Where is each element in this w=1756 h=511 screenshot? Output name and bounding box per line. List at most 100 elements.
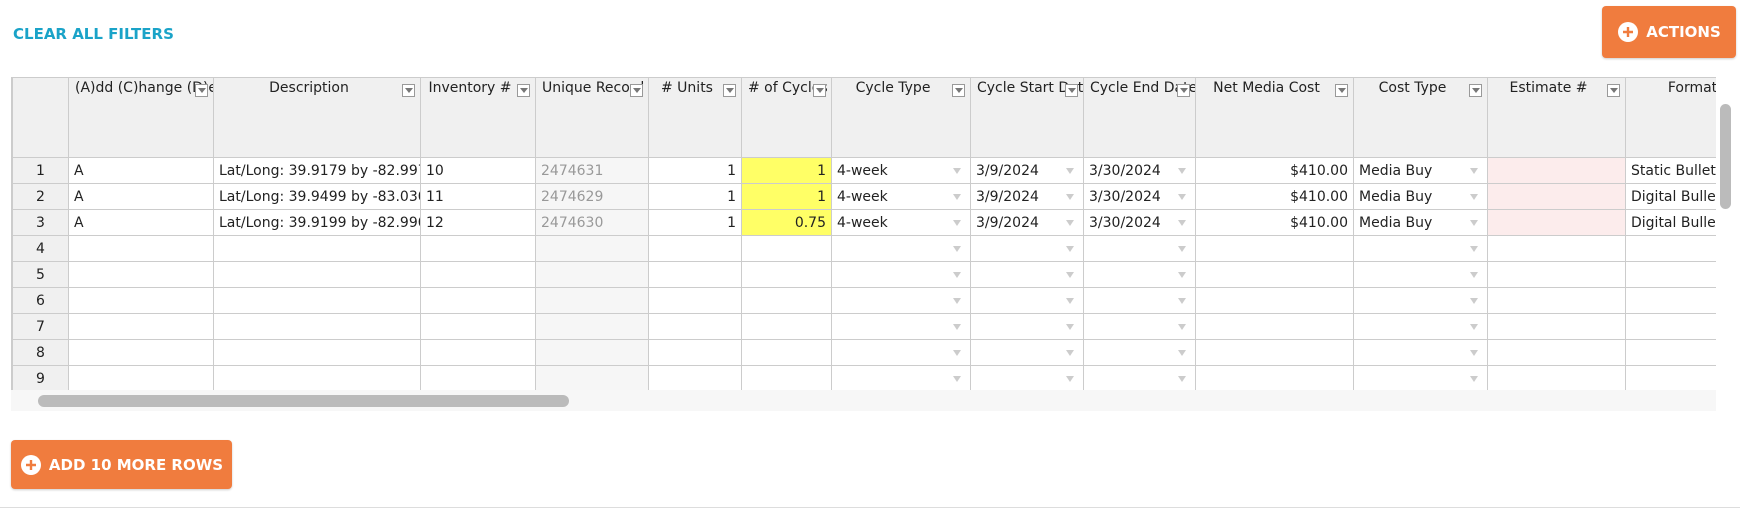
table-cell[interactable]: 1 xyxy=(648,183,742,210)
table-cell[interactable] xyxy=(741,339,832,366)
table-cell[interactable] xyxy=(741,313,832,340)
table-cell[interactable] xyxy=(1083,235,1196,262)
table-cell[interactable] xyxy=(1083,339,1196,366)
table-cell[interactable] xyxy=(420,261,536,288)
table-cell[interactable] xyxy=(68,235,214,262)
table-cell[interactable]: 4-week xyxy=(831,209,971,236)
table-cell[interactable] xyxy=(741,235,832,262)
table-cell[interactable] xyxy=(648,313,742,340)
table-cell[interactable] xyxy=(648,261,742,288)
table-cell[interactable] xyxy=(831,235,971,262)
table-cell[interactable]: 11 xyxy=(420,183,536,210)
filter-icon[interactable] xyxy=(813,84,826,97)
actions-button[interactable]: ACTIONS xyxy=(1602,6,1736,58)
table-cell[interactable] xyxy=(1625,287,1717,314)
table-cell[interactable]: 4-week xyxy=(831,183,971,210)
table-cell[interactable]: 12 xyxy=(420,209,536,236)
table-cell[interactable]: Lat/Long: 39.9499 by -83.0305 xyxy=(213,183,421,210)
filter-icon[interactable] xyxy=(402,84,415,97)
table-cell[interactable] xyxy=(213,235,421,262)
table-cell[interactable] xyxy=(1625,313,1717,340)
filter-icon[interactable] xyxy=(723,84,736,97)
table-cell[interactable]: Lat/Long: 39.9199 by -82.9906 xyxy=(213,209,421,236)
table-cell[interactable]: Media Buy xyxy=(1353,183,1488,210)
table-cell[interactable]: $410.00 xyxy=(1195,183,1354,210)
table-cell[interactable] xyxy=(535,235,649,262)
table-cell[interactable] xyxy=(1353,313,1488,340)
table-cell[interactable] xyxy=(1487,339,1626,366)
table-cell[interactable] xyxy=(1195,365,1354,390)
table-cell[interactable] xyxy=(1353,261,1488,288)
table-cell[interactable] xyxy=(1487,287,1626,314)
table-cell[interactable] xyxy=(831,365,971,390)
table-cell[interactable] xyxy=(648,339,742,366)
filter-icon[interactable] xyxy=(195,84,208,97)
table-cell[interactable] xyxy=(213,339,421,366)
table-cell[interactable]: Lat/Long: 39.9179 by -82.9971 xyxy=(213,157,421,184)
table-cell[interactable]: 2474629 xyxy=(535,183,649,210)
table-cell[interactable] xyxy=(1083,287,1196,314)
table-cell[interactable] xyxy=(1083,261,1196,288)
table-cell[interactable]: 4-week xyxy=(831,157,971,184)
table-cell[interactable]: 3/30/2024 xyxy=(1083,183,1196,210)
table-cell[interactable]: Digital Bulletin xyxy=(1625,209,1717,236)
table-cell[interactable] xyxy=(1487,261,1626,288)
table-cell[interactable] xyxy=(535,313,649,340)
table-cell[interactable] xyxy=(420,287,536,314)
table-cell[interactable] xyxy=(831,339,971,366)
table-cell[interactable] xyxy=(831,261,971,288)
table-cell[interactable] xyxy=(741,261,832,288)
table-cell[interactable]: Digital Bulletin xyxy=(1625,183,1717,210)
table-cell[interactable]: 3/9/2024 xyxy=(970,183,1084,210)
table-cell[interactable]: 0.75 xyxy=(741,209,832,236)
table-cell[interactable] xyxy=(1353,365,1488,390)
table-cell[interactable] xyxy=(68,339,214,366)
table-cell[interactable] xyxy=(420,339,536,366)
filter-icon[interactable] xyxy=(517,84,530,97)
vertical-scrollbar[interactable] xyxy=(1716,77,1736,390)
table-cell[interactable] xyxy=(1487,235,1626,262)
table-cell[interactable] xyxy=(1195,235,1354,262)
table-cell[interactable] xyxy=(970,339,1084,366)
table-cell[interactable] xyxy=(420,313,536,340)
filter-icon[interactable] xyxy=(1065,84,1078,97)
table-cell[interactable]: 2474630 xyxy=(535,209,649,236)
table-cell[interactable] xyxy=(420,235,536,262)
table-cell[interactable] xyxy=(1195,287,1354,314)
table-cell[interactable] xyxy=(1195,261,1354,288)
table-cell[interactable] xyxy=(535,261,649,288)
table-cell[interactable] xyxy=(1625,235,1717,262)
filter-icon[interactable] xyxy=(952,84,965,97)
table-cell[interactable] xyxy=(970,287,1084,314)
table-cell[interactable] xyxy=(213,365,421,390)
horizontal-scrollbar[interactable] xyxy=(11,390,1716,411)
clear-filters[interactable]: CLEAR ALL FILTERS xyxy=(13,25,174,43)
add-rows-button[interactable]: ADD 10 MORE ROWS xyxy=(11,440,232,489)
table-cell[interactable] xyxy=(1195,313,1354,340)
table-cell[interactable]: 2474631 xyxy=(535,157,649,184)
table-cell[interactable]: 3/9/2024 xyxy=(970,157,1084,184)
table-cell[interactable] xyxy=(970,313,1084,340)
table-cell[interactable] xyxy=(1353,287,1488,314)
table-cell[interactable]: 10 xyxy=(420,157,536,184)
table-cell[interactable] xyxy=(1353,235,1488,262)
table-cell[interactable] xyxy=(535,365,649,390)
table-cell[interactable]: 1 xyxy=(741,157,832,184)
table-cell[interactable] xyxy=(1625,261,1717,288)
table-cell[interactable] xyxy=(970,261,1084,288)
table-cell[interactable] xyxy=(213,313,421,340)
table-cell[interactable]: A xyxy=(68,157,214,184)
table-cell[interactable] xyxy=(68,365,214,390)
table-cell[interactable] xyxy=(1083,365,1196,390)
filter-icon[interactable] xyxy=(1177,84,1190,97)
table-cell[interactable] xyxy=(1487,183,1626,210)
table-cell[interactable] xyxy=(831,287,971,314)
table-cell[interactable] xyxy=(535,287,649,314)
filter-icon[interactable] xyxy=(1469,84,1482,97)
table-cell[interactable]: 1 xyxy=(648,209,742,236)
filter-icon[interactable] xyxy=(1335,84,1348,97)
table-cell[interactable]: Static Bulletin xyxy=(1625,157,1717,184)
table-cell[interactable] xyxy=(970,365,1084,390)
table-cell[interactable] xyxy=(1195,339,1354,366)
table-cell[interactable] xyxy=(1625,365,1717,390)
